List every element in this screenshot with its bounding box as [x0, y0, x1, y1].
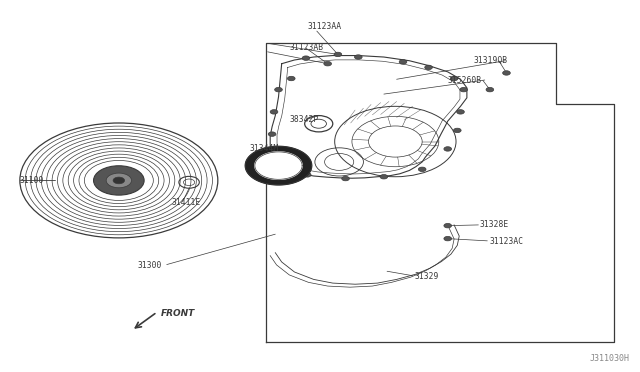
Text: 31328E: 31328E — [479, 221, 509, 230]
Text: 31100: 31100 — [20, 176, 44, 185]
Circle shape — [334, 52, 342, 57]
Text: 31123AC: 31123AC — [490, 237, 524, 246]
Circle shape — [113, 177, 125, 184]
Circle shape — [502, 71, 510, 75]
Circle shape — [270, 110, 278, 114]
Circle shape — [324, 61, 332, 66]
Circle shape — [444, 147, 452, 151]
Text: 31319QB: 31319QB — [473, 55, 508, 64]
Text: 31123AB: 31123AB — [289, 42, 323, 51]
Circle shape — [460, 87, 467, 92]
Circle shape — [302, 56, 310, 60]
Text: 31300: 31300 — [138, 261, 163, 270]
Circle shape — [275, 87, 282, 92]
Circle shape — [454, 128, 461, 133]
Circle shape — [278, 165, 285, 170]
Circle shape — [380, 174, 388, 179]
Text: 38342P: 38342P — [290, 115, 319, 124]
Polygon shape — [255, 152, 302, 179]
Text: 31123AA: 31123AA — [307, 22, 341, 31]
Text: J311030H: J311030H — [589, 354, 630, 363]
Text: 31344M: 31344M — [250, 144, 279, 153]
Circle shape — [457, 110, 465, 114]
Circle shape — [268, 132, 276, 137]
Circle shape — [271, 150, 279, 155]
Circle shape — [451, 76, 458, 81]
Text: 31411E: 31411E — [172, 198, 201, 207]
Circle shape — [342, 176, 349, 181]
Text: FRONT: FRONT — [161, 310, 195, 318]
Circle shape — [303, 173, 311, 177]
Circle shape — [425, 65, 433, 70]
Circle shape — [399, 60, 407, 64]
Circle shape — [444, 236, 452, 241]
Circle shape — [419, 167, 426, 171]
Circle shape — [355, 55, 362, 59]
Circle shape — [93, 166, 144, 195]
Polygon shape — [245, 146, 312, 185]
Text: 315260B: 315260B — [448, 76, 482, 85]
Circle shape — [486, 87, 493, 92]
Circle shape — [106, 173, 131, 188]
Circle shape — [287, 76, 295, 81]
Circle shape — [444, 224, 452, 228]
Text: 31329: 31329 — [415, 272, 439, 281]
